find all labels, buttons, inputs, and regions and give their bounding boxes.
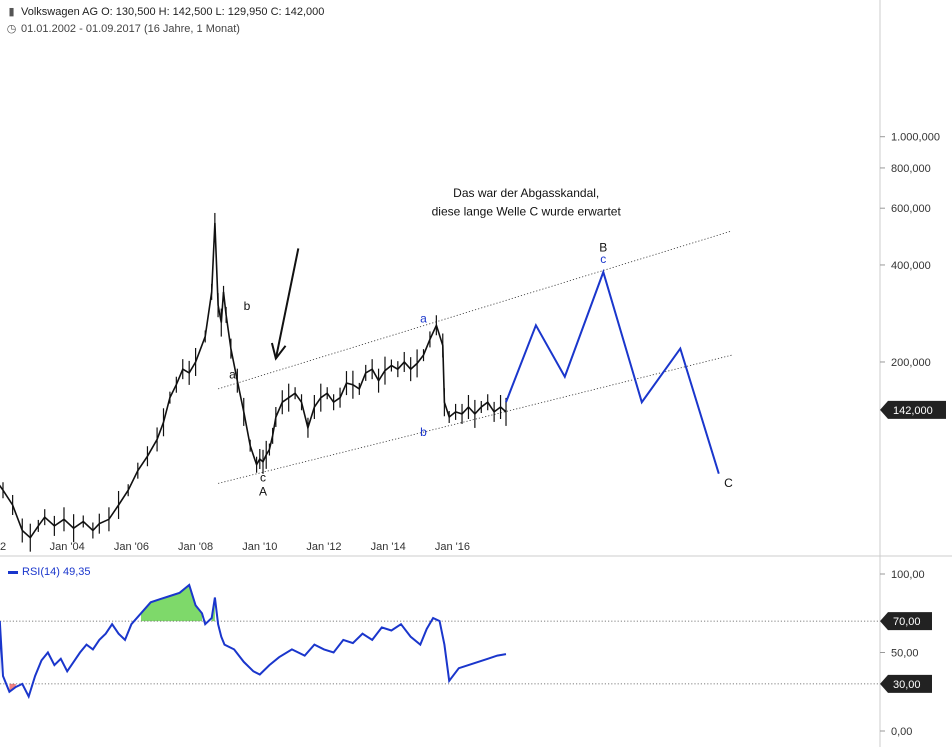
open-value: O: 130,500 (101, 6, 156, 18)
channel-line-0 (217, 230, 732, 390)
x-tick-label: Jan '06 (114, 541, 149, 553)
rsi-tick-label: 50,00 (891, 648, 919, 660)
y-tick-label: 200,000 (891, 357, 931, 369)
y-tick-label: 1.000,000 (891, 132, 940, 144)
x-tick-label: Jan '10 (242, 541, 277, 553)
rsi-threshold-label: 70,00 (893, 616, 921, 628)
range-span: (16 Jahre, 1 Monat) (143, 23, 240, 35)
annotation-label: C (724, 476, 733, 490)
date-range: 01.01.2002 - 01.09.2017 (21, 23, 141, 35)
annotation-label: a (229, 367, 236, 381)
annotation-label: a (420, 312, 427, 326)
bars-icon: ▮ (8, 6, 15, 18)
low-value: L: 129,950 (215, 6, 268, 18)
price-line (0, 222, 507, 539)
close-value: C: 142,000 (270, 6, 325, 18)
rsi-name: RSI(14) (22, 566, 60, 578)
rsi-tick-label: 100,00 (891, 569, 925, 581)
rsi-threshold-badge (880, 612, 932, 631)
annotation-label: c (600, 252, 606, 266)
rsi-overbought-fill (141, 584, 203, 622)
x-tick-label: Jan '04 (50, 541, 85, 553)
x-tick-label: 2 (0, 541, 6, 553)
annotation-label: diese lange Welle C wurde erwartet (432, 204, 622, 218)
instrument-name: Volkswagen AG (21, 6, 99, 18)
clock-icon: ◷ (6, 23, 17, 35)
annotation-label: A (259, 485, 267, 499)
last-price-label: 142,000 (893, 405, 933, 417)
annotation-label: B (599, 241, 607, 255)
y-tick-label: 400,000 (891, 260, 931, 272)
rsi-legend: RSI(14) 49,35 (8, 566, 91, 578)
chart-header: ▮ Volkswagen AG O: 130,500 H: 142,500 L: … (6, 5, 324, 18)
x-tick-label: Jan '12 (306, 541, 341, 553)
rsi-threshold-badge (880, 674, 932, 693)
y-tick-label: 600,000 (891, 203, 931, 215)
chart-range: ◷ 01.01.2002 - 01.09.2017 (16 Jahre, 1 Mo… (6, 22, 240, 35)
rsi-line (0, 583, 507, 700)
last-price-badge (880, 400, 946, 419)
high-value: H: 142,500 (158, 6, 213, 18)
annotation-label: b (420, 425, 427, 439)
y-tick-label: 800,000 (891, 163, 931, 175)
annotation-label: c (260, 471, 266, 485)
rsi-swatch (8, 570, 18, 574)
projection-line (505, 268, 720, 474)
x-tick-label: Jan '16 (435, 541, 470, 553)
annotation-arrow-head (270, 342, 287, 361)
rsi-threshold-label: 30,00 (893, 679, 921, 691)
annotation-label: b (244, 299, 251, 313)
rsi-tick-label: 0,00 (891, 726, 912, 738)
annotation-arrow (274, 248, 300, 359)
x-tick-label: Jan '08 (178, 541, 213, 553)
x-tick-label: Jan '14 (371, 541, 406, 553)
rsi-value: 49,35 (62, 566, 91, 578)
annotation-label: Das war der Abgasskandal, (453, 186, 599, 200)
